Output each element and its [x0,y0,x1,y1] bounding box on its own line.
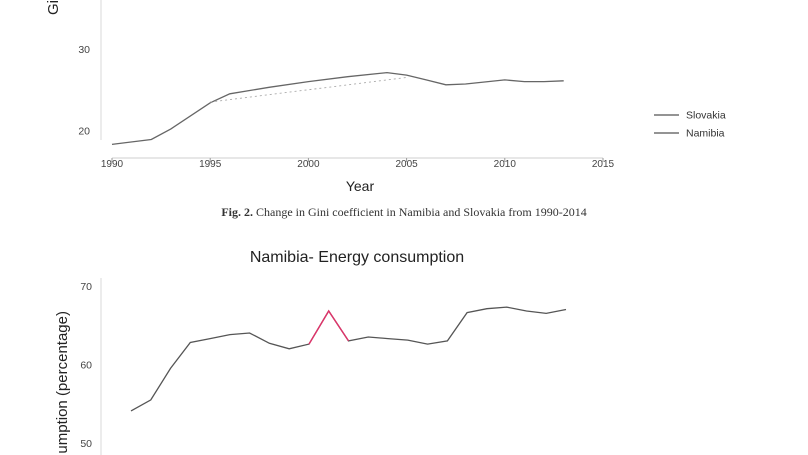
gini-chart: Gi 20 30 1990 1995 2000 2005 2010 2015 Year Sl… [45,0,726,194]
chart-title: Namibia- Energy consumption [250,249,464,266]
highlighted-peak-segment [308,309,350,345]
y-tick-label: 70 [80,281,92,293]
x-tick-label: 1995 [199,159,222,170]
y-axis-label: Gi [45,0,62,15]
figure-caption: Fig. 2. Change in Gini coefficient in Na… [0,205,808,220]
x-tick-label: 2015 [592,159,615,170]
legend-label-slovakia: Slovakia [686,110,726,122]
x-tick-label: 2010 [494,159,517,170]
x-tick-label: 2000 [297,159,320,170]
caption-label: Fig. 2. [221,205,253,219]
caption-text: Change in Gini coefficient in Namibia an… [255,205,587,219]
series-line-slovakia [111,71,564,146]
y-axis-label: umption (percentage) [54,311,71,454]
x-tick-label: 1990 [101,159,124,170]
y-tick-label: 20 [78,126,90,138]
y-tick-label: 50 [80,438,92,450]
series-line-energy [130,306,567,412]
x-axis-label: Year [346,178,375,194]
energy-chart: Namibia- Energy consumption umption (per… [54,249,567,455]
legend: Slovakia Namibia [654,110,726,140]
x-tick-label: 2005 [395,159,418,170]
legend-label-namibia: Namibia [686,128,725,140]
y-tick-label: 30 [78,44,90,56]
y-tick-label: 60 [80,360,92,372]
